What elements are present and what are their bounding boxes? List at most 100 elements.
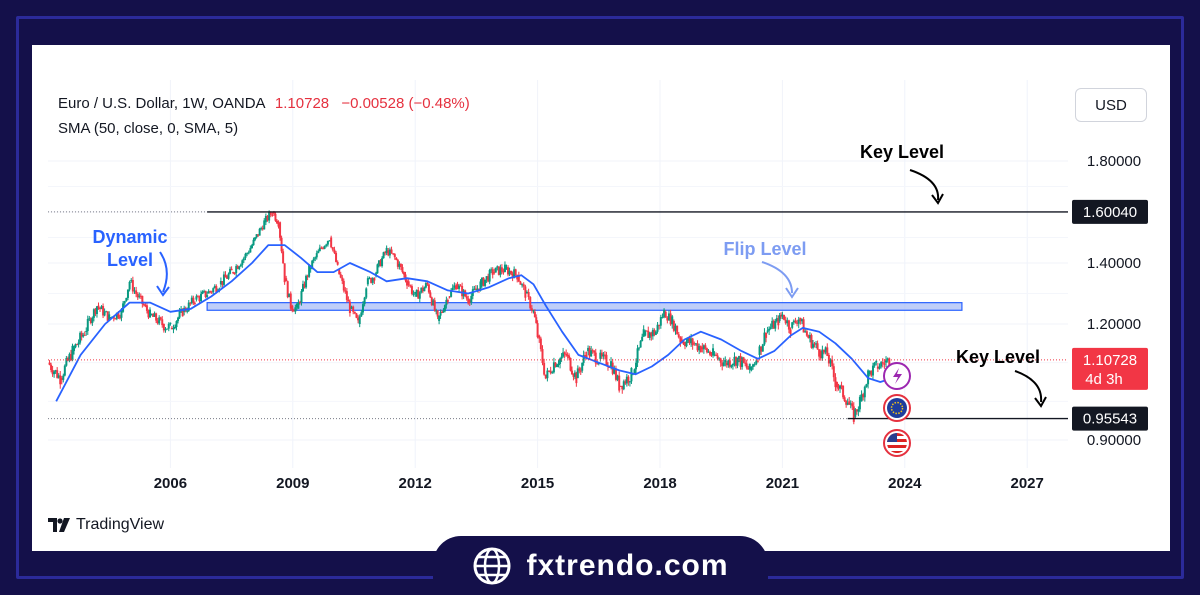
price-candle-body xyxy=(54,370,57,372)
price-candle-body xyxy=(669,313,672,325)
currency-button[interactable]: USD xyxy=(1075,88,1147,122)
price-candle-body xyxy=(407,281,410,286)
price-candle-body xyxy=(258,228,261,236)
price-candle-body xyxy=(666,317,669,321)
price-candle-body xyxy=(62,375,65,380)
price-candle-body xyxy=(792,320,795,323)
price-candle-body xyxy=(538,335,541,339)
price-candle-body xyxy=(302,283,304,292)
price-candle-body xyxy=(548,370,551,372)
price-candle-body xyxy=(373,278,376,281)
price-candle-body xyxy=(730,365,733,367)
price-candle-body xyxy=(694,343,697,345)
price-candle-body xyxy=(510,270,513,274)
price-candle-body xyxy=(848,401,851,405)
price-candle-body xyxy=(539,338,542,350)
globe-icon xyxy=(473,547,511,584)
price-candle-body xyxy=(551,372,554,374)
price-candle-body xyxy=(59,375,62,385)
price-candle-body xyxy=(529,297,532,309)
price-candle-body xyxy=(549,370,552,374)
price-candle-body xyxy=(829,359,832,364)
eu-flag-event-icon[interactable] xyxy=(883,394,911,422)
price-candle-body xyxy=(654,331,657,335)
price-candle-body xyxy=(789,329,792,334)
x-tick-label: 2009 xyxy=(276,475,309,492)
price-candle-body xyxy=(470,296,473,303)
price-candle-body xyxy=(774,321,777,329)
price-candle-body xyxy=(108,314,111,321)
price-candle-body xyxy=(780,314,783,317)
price-candle-body xyxy=(381,258,384,267)
price-candle-body xyxy=(667,313,670,321)
last-price: 1.10728 xyxy=(274,95,330,112)
price-candle-body xyxy=(164,328,167,331)
price-candle-body xyxy=(89,318,92,323)
price-candle-body xyxy=(339,274,342,278)
price-candle-body xyxy=(465,296,468,299)
price-candle-body xyxy=(215,286,218,292)
tradingview-logo[interactable]: TradingView xyxy=(48,516,164,534)
price-candle-body xyxy=(758,346,761,355)
price-candle-body xyxy=(559,358,562,365)
price-candle-body xyxy=(85,330,88,332)
price-candle-body xyxy=(441,312,444,314)
price-candle-body xyxy=(77,342,80,345)
price-candle-body xyxy=(832,366,835,378)
price-candle-body xyxy=(268,212,271,221)
price-candle-body xyxy=(536,323,539,338)
brand-tab[interactable]: fxtrendo.com xyxy=(433,536,768,595)
price-candle-body xyxy=(448,296,451,298)
price-candle-body xyxy=(445,299,448,306)
price-candle-body xyxy=(423,287,426,292)
key-level-price-label: 1.60040 xyxy=(1083,204,1137,221)
price-candle-body xyxy=(679,337,682,343)
price-candle-body xyxy=(742,357,745,363)
price-candle-body xyxy=(514,269,517,275)
price-candle-body xyxy=(415,289,418,297)
price-candle-body xyxy=(254,237,257,240)
price-candle-body xyxy=(621,385,624,390)
key-level-price-tag xyxy=(1072,199,1148,224)
price-candle-body xyxy=(530,308,533,311)
price-candle-body xyxy=(433,300,436,311)
indicator-legend[interactable]: SMA (50, close, 0, SMA, 5) xyxy=(58,120,239,137)
price-candle-body xyxy=(845,401,848,405)
price-candle-body xyxy=(594,352,597,364)
price-candle-body xyxy=(68,354,71,361)
price-candle-body xyxy=(118,317,121,319)
price-candle-body xyxy=(543,362,546,375)
price-candle-body xyxy=(602,354,605,357)
price-candle-body xyxy=(865,384,868,387)
price-candle-body xyxy=(682,341,685,345)
x-tick-label: 2012 xyxy=(399,475,432,492)
price-candle-body xyxy=(348,301,351,314)
price-candle-body xyxy=(524,286,527,298)
price-candle-body xyxy=(133,290,136,292)
price-candle-body xyxy=(161,319,164,326)
price-candle-body xyxy=(206,295,209,297)
price-candle-body xyxy=(318,247,321,252)
price-candle-body xyxy=(639,340,642,348)
price-candle-body xyxy=(402,272,405,275)
price-candle-body xyxy=(468,299,471,303)
price-candle-body xyxy=(459,285,462,287)
price-candle-body xyxy=(279,222,282,238)
price-candle-body xyxy=(599,352,602,359)
price-candle-body xyxy=(656,324,659,332)
lightning-event-icon[interactable] xyxy=(883,362,911,390)
price-candle-body xyxy=(691,338,694,346)
price-candle-body xyxy=(804,331,807,333)
price-candle-body xyxy=(371,278,374,283)
price-candle-body xyxy=(236,266,239,269)
price-candle-body xyxy=(823,349,826,353)
price-candle-body xyxy=(368,277,371,279)
price-candle-body xyxy=(398,263,401,267)
price-candle-body xyxy=(114,318,117,320)
sma-line xyxy=(55,244,893,402)
price-candle-body xyxy=(826,347,829,356)
us-flag-event-icon[interactable] xyxy=(883,429,911,457)
price-candle-body xyxy=(453,285,456,288)
price-candle-body xyxy=(849,403,852,405)
